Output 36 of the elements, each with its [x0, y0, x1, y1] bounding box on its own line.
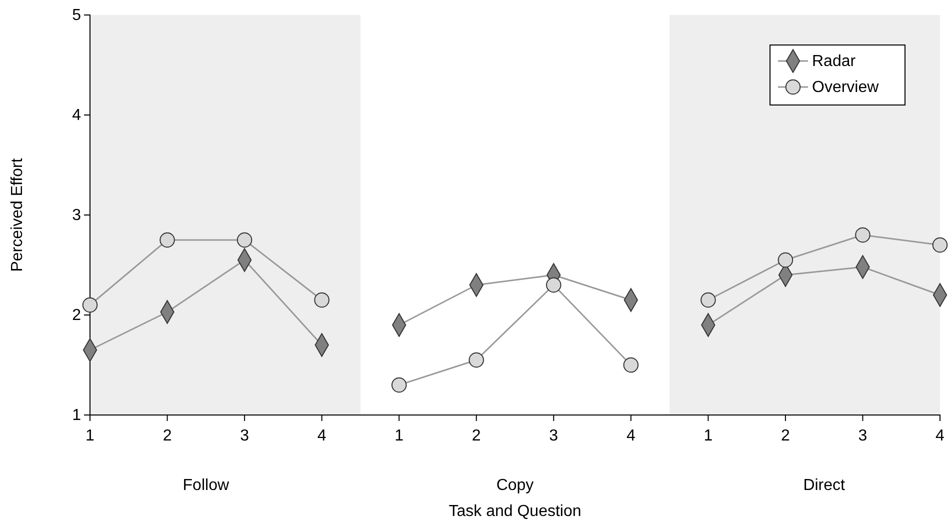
- point: [932, 237, 948, 253]
- legend-label: Radar: [812, 53, 856, 70]
- y-tick-label: 1: [72, 407, 82, 424]
- point: [546, 277, 562, 293]
- legend-label: Overview: [812, 79, 880, 96]
- x-tick-label: 2: [781, 427, 790, 444]
- text: Copy: [496, 477, 534, 494]
- x-tick-label: 4: [626, 427, 636, 444]
- y-tick-label: 2: [72, 307, 82, 324]
- point: [82, 297, 98, 313]
- point: [468, 352, 484, 368]
- y-tick-label: 5: [72, 7, 82, 24]
- y-axis-title: Perceived Effort: [9, 158, 26, 272]
- point: [391, 377, 407, 393]
- x-tick-label: 1: [704, 427, 713, 444]
- x-tick-label: 2: [472, 427, 481, 444]
- x-tick-label: 3: [240, 427, 250, 444]
- x-tick-label: 2: [162, 427, 172, 444]
- point: [160, 232, 175, 248]
- y-tick-label: 3: [72, 207, 82, 224]
- text: Direct: [803, 477, 846, 494]
- text: Follow: [182, 477, 230, 494]
- point: [855, 227, 870, 243]
- point: [236, 232, 252, 248]
- x-tick-label: 3: [549, 427, 558, 444]
- x-tick-label: 1: [394, 427, 404, 444]
- x-tick-label: 4: [317, 427, 326, 444]
- point: [314, 292, 330, 308]
- x-tick-label: 3: [858, 427, 868, 444]
- x-axis-title: Task and Question: [448, 503, 582, 520]
- point: [778, 252, 794, 268]
- x-tick-label: 1: [86, 427, 95, 444]
- point: [700, 292, 716, 308]
- y-tick-label: 4: [72, 107, 82, 124]
- point: [623, 357, 639, 373]
- x-tick-label: 4: [936, 427, 945, 444]
